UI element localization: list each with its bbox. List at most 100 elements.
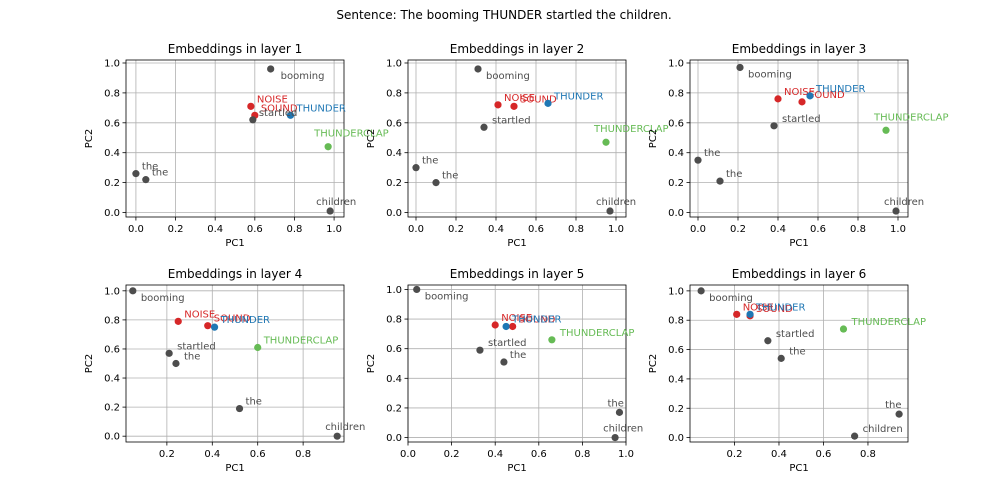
data-point bbox=[333, 432, 341, 440]
point-label: the bbox=[142, 162, 158, 173]
y-tick-label: 1.0 bbox=[668, 58, 684, 69]
point-label: NOISE bbox=[743, 302, 774, 313]
x-axis-label: PC1 bbox=[789, 238, 808, 249]
data-point bbox=[544, 99, 552, 107]
point-label: the bbox=[789, 346, 805, 357]
point-label: startled bbox=[488, 338, 527, 349]
x-tick-label: 0.8 bbox=[295, 449, 311, 460]
x-tick-label: 0.2 bbox=[168, 224, 184, 235]
point-label: the bbox=[885, 400, 901, 411]
y-tick-label: 0.8 bbox=[668, 316, 684, 327]
data-point bbox=[798, 98, 806, 106]
point-label: children bbox=[596, 197, 636, 208]
point-label: THUNDER bbox=[220, 315, 270, 326]
y-tick-label: 0.4 bbox=[386, 148, 402, 159]
data-point bbox=[432, 179, 440, 187]
data-point bbox=[606, 207, 614, 215]
data-point bbox=[774, 95, 782, 103]
y-tick-label: 1.0 bbox=[104, 286, 120, 297]
axes-frame bbox=[407, 59, 627, 218]
x-tick-label: 0.6 bbox=[816, 449, 832, 460]
y-tick-label: 0.0 bbox=[668, 208, 684, 219]
x-tick-label: 0.4 bbox=[487, 449, 503, 460]
point-label: the bbox=[704, 148, 720, 159]
data-point bbox=[491, 321, 499, 329]
data-point bbox=[733, 310, 741, 318]
y-tick-label: 0.0 bbox=[104, 208, 120, 219]
x-tick-label: 0.2 bbox=[730, 224, 746, 235]
data-point bbox=[494, 101, 502, 109]
x-tick-label: 1.0 bbox=[618, 449, 634, 460]
point-label: the bbox=[246, 397, 262, 408]
point-label: SOUND bbox=[261, 103, 298, 114]
data-point bbox=[806, 92, 814, 100]
data-point bbox=[694, 156, 702, 164]
x-tick-label: 0.8 bbox=[287, 224, 303, 235]
point-label: children bbox=[884, 197, 924, 208]
point-label: THUNDER bbox=[553, 91, 603, 102]
data-point bbox=[286, 111, 295, 119]
y-tick-label: 0.4 bbox=[104, 374, 120, 385]
data-point bbox=[476, 346, 484, 354]
chart-title: Embeddings in layer 3 bbox=[732, 42, 866, 56]
data-point bbox=[142, 176, 150, 184]
point-label: THUNDER bbox=[511, 314, 561, 325]
point-label: THUNDERCLAP bbox=[559, 328, 635, 339]
point-label: the bbox=[442, 171, 458, 182]
y-tick-label: 0.4 bbox=[668, 148, 684, 159]
x-axis-label: PC1 bbox=[789, 463, 808, 474]
y-tick-label: 0.8 bbox=[104, 315, 120, 326]
axes-frame bbox=[125, 284, 345, 443]
x-tick-label: 0.4 bbox=[207, 224, 223, 235]
point-label: children bbox=[325, 422, 365, 433]
point-label: SOUND bbox=[808, 90, 845, 101]
x-tick-label: 0.2 bbox=[448, 224, 464, 235]
y-tick-label: 0.6 bbox=[104, 118, 120, 129]
data-point bbox=[326, 207, 334, 215]
x-tick-label: 0.8 bbox=[860, 449, 876, 460]
chart-title: Embeddings in layer 5 bbox=[450, 267, 584, 281]
y-tick-label: 0.4 bbox=[104, 148, 120, 159]
y-tick-label: 0.2 bbox=[386, 403, 402, 414]
point-label: THUNDERCLAP bbox=[850, 317, 926, 328]
y-axis-label: PC2 bbox=[84, 354, 95, 373]
y-axis-label: PC2 bbox=[366, 354, 377, 373]
y-axis-label: PC2 bbox=[648, 129, 659, 148]
x-tick-label: 0.0 bbox=[400, 449, 416, 460]
data-point bbox=[736, 63, 744, 72]
point-label: NOISE bbox=[257, 94, 288, 105]
point-label: booming bbox=[281, 71, 325, 82]
point-label: the bbox=[422, 156, 438, 167]
point-label: children bbox=[863, 424, 903, 435]
point-label: children bbox=[603, 424, 643, 435]
axes-frame bbox=[689, 284, 909, 443]
data-point bbox=[413, 285, 421, 294]
x-tick-label: 0.4 bbox=[770, 224, 786, 235]
chart-title: Embeddings in layer 4 bbox=[168, 267, 302, 281]
point-label: THUNDERCLAP bbox=[873, 112, 949, 123]
y-tick-label: 0.6 bbox=[668, 345, 684, 356]
point-label: SOUND bbox=[756, 304, 793, 315]
y-tick-label: 0.2 bbox=[386, 178, 402, 189]
point-label: THUNDERCLAP bbox=[593, 124, 669, 135]
point-label: SOUND bbox=[214, 314, 251, 325]
y-tick-label: 0.0 bbox=[386, 433, 402, 444]
data-point bbox=[132, 170, 140, 178]
x-tick-label: 1.0 bbox=[326, 224, 342, 235]
y-tick-label: 0.2 bbox=[668, 404, 684, 415]
chart-panel-2: 0.0 0.2 0.4 0.6 0.8 1.0 0.0 0.2 0.4 0.6 0.8 1.0 Embe… bbox=[366, 42, 669, 249]
point-label: THUNDER bbox=[755, 302, 805, 313]
chart-title: Embeddings in layer 6 bbox=[732, 267, 866, 281]
x-tick-label: 0.0 bbox=[408, 224, 424, 235]
y-tick-label: 0.8 bbox=[386, 315, 402, 326]
y-tick-label: 1.0 bbox=[386, 58, 402, 69]
y-tick-label: 0.2 bbox=[104, 403, 120, 414]
point-label: the bbox=[726, 169, 742, 180]
x-axis-label: PC1 bbox=[507, 238, 526, 249]
axes-frame bbox=[125, 59, 345, 218]
y-tick-label: 1.0 bbox=[668, 286, 684, 297]
y-tick-label: 0.6 bbox=[668, 118, 684, 129]
data-point bbox=[412, 164, 420, 172]
y-tick-label: 0.0 bbox=[668, 433, 684, 444]
data-point bbox=[839, 325, 848, 333]
